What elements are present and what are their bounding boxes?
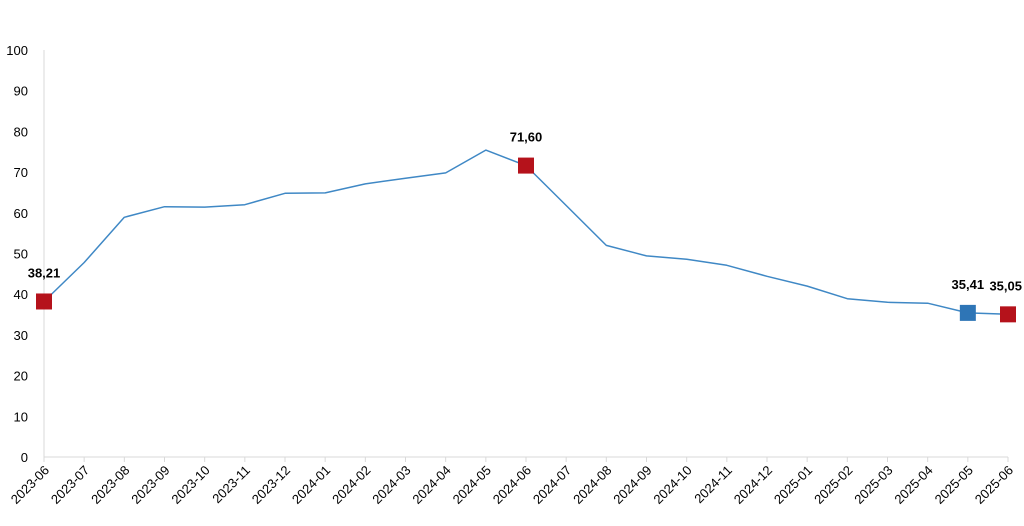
data-point-marker bbox=[1000, 306, 1016, 323]
y-tick-label: 20 bbox=[14, 369, 28, 384]
x-tick-label: 2025-02 bbox=[811, 463, 855, 507]
data-labels: 38,21 71,60 35,41 35,05 bbox=[28, 130, 1022, 294]
data-label: 35,41 bbox=[952, 277, 985, 292]
x-tick-label: 2024-08 bbox=[570, 463, 614, 507]
x-tick-label: 2024-11 bbox=[691, 463, 735, 507]
series-line bbox=[43, 149, 1009, 316]
x-tick-label: 2024-02 bbox=[329, 463, 373, 507]
y-tick-label: 70 bbox=[14, 165, 28, 180]
y-tick-label: 80 bbox=[14, 124, 28, 139]
data-point-marker bbox=[959, 304, 976, 321]
x-tick-label: 2023-09 bbox=[128, 463, 172, 507]
data-label: 71,60 bbox=[510, 130, 543, 145]
series-lines bbox=[43, 149, 1009, 316]
x-tick-label: 2025-03 bbox=[851, 463, 895, 507]
data-point-marker bbox=[518, 157, 534, 174]
x-tick-label: 2024-12 bbox=[731, 463, 775, 507]
x-tick-label: 2025-01 bbox=[771, 463, 815, 507]
x-tick-label: 2024-07 bbox=[530, 463, 574, 507]
y-tick-label: 50 bbox=[14, 247, 28, 262]
x-tick-label: 2024-06 bbox=[490, 463, 534, 507]
x-tick-label: 2023-08 bbox=[88, 463, 132, 507]
y-tick-label: 90 bbox=[14, 84, 28, 99]
y-tick-label: 10 bbox=[14, 409, 28, 424]
x-tick-label: 2023-12 bbox=[249, 463, 293, 507]
x-axis: 2023-062023-072023-082023-092023-102023-… bbox=[8, 456, 1016, 507]
y-tick-label: 60 bbox=[14, 206, 28, 221]
data-label: 38,21 bbox=[28, 265, 61, 280]
x-tick-label: 2025-06 bbox=[972, 463, 1016, 507]
x-tick-label: 2024-05 bbox=[450, 463, 494, 507]
x-tick-label: 2024-10 bbox=[650, 463, 694, 507]
x-tick-label: 2025-04 bbox=[891, 463, 935, 507]
data-label: 35,05 bbox=[989, 278, 1022, 293]
x-tick-label: 2024-03 bbox=[369, 463, 413, 507]
x-tick-label: 2023-10 bbox=[168, 463, 212, 507]
y-tick-label: 40 bbox=[14, 287, 28, 302]
x-tick-label: 2025-05 bbox=[932, 463, 976, 507]
y-tick-label: 30 bbox=[14, 328, 28, 343]
x-tick-label: 2023-07 bbox=[48, 463, 92, 507]
y-axis: 0 10 20 30 40 50 60 70 80 90 100 bbox=[6, 43, 45, 465]
x-tick-label: 2024-01 bbox=[289, 463, 333, 507]
y-tick-label: 100 bbox=[6, 43, 28, 58]
data-markers bbox=[36, 157, 1016, 323]
x-tick-label: 2024-04 bbox=[409, 463, 453, 507]
data-point-marker bbox=[36, 293, 52, 310]
x-tick-label: 2023-06 bbox=[8, 463, 52, 507]
y-tick-label: 0 bbox=[21, 450, 28, 465]
x-tick-label: 2024-09 bbox=[610, 463, 654, 507]
x-tick-label: 2023-11 bbox=[209, 463, 253, 507]
